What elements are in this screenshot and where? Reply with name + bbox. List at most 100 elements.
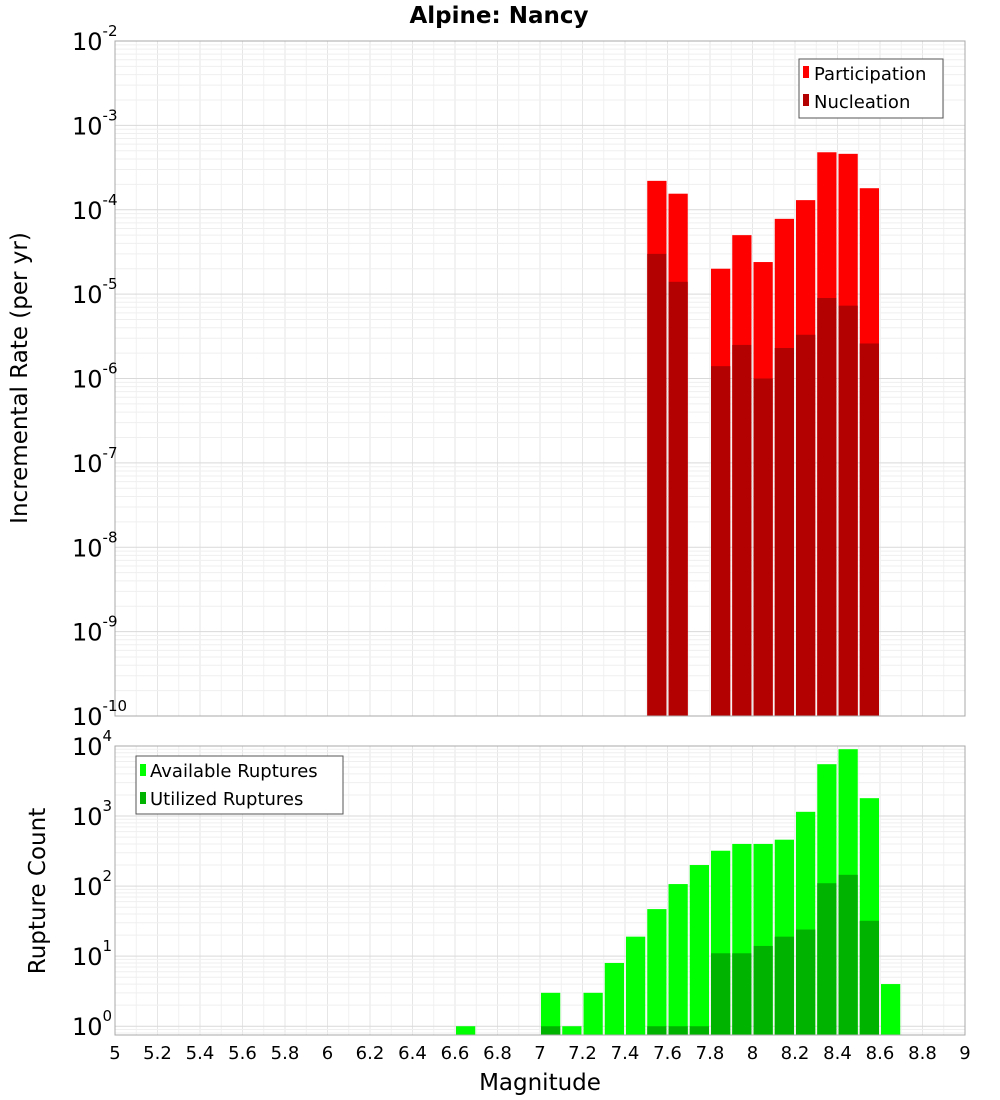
nucleation-bar <box>796 334 816 716</box>
utilized-ruptures-bar <box>689 1026 709 1035</box>
nucleation-bar <box>668 281 688 716</box>
available-ruptures-bar <box>626 936 646 1035</box>
x-tick-label: 7.6 <box>653 1043 682 1064</box>
y-tick-exponent: -6 <box>103 360 118 378</box>
y-tick-exponent: 4 <box>103 727 113 745</box>
nucleation-bar <box>774 347 794 716</box>
utilized-ruptures-bar <box>711 953 731 1035</box>
utilized-ruptures-bar <box>838 874 858 1035</box>
y-tick-label: 10-5 <box>72 275 118 309</box>
available-ruptures-bar <box>881 984 901 1035</box>
x-tick-label: 6.8 <box>483 1043 512 1064</box>
utilized-ruptures-bar <box>774 936 794 1035</box>
rate-plot-frame <box>114 40 966 717</box>
x-tick-label: 7 <box>534 1043 545 1064</box>
y-tick-exponent: -3 <box>103 106 118 124</box>
utilized-legend-swatch <box>140 792 146 804</box>
y-tick-label: 10-3 <box>72 106 118 140</box>
x-tick-label: 8.2 <box>781 1043 810 1064</box>
y-tick-exponent: -4 <box>103 191 118 209</box>
utilized-legend-label: Utilized Ruptures <box>150 789 303 810</box>
utilized-ruptures-bar <box>541 1026 561 1035</box>
utilized-ruptures-bar <box>796 929 816 1035</box>
rate-legend-box <box>798 58 944 119</box>
y-tick-exponent: 2 <box>103 867 113 885</box>
x-tick-label: 7.4 <box>611 1043 640 1064</box>
x-tick-label: 5.6 <box>228 1043 257 1064</box>
rate-y-axis-label: Incremental Rate (per yr) <box>7 232 33 524</box>
participation-legend-label: Participation <box>814 64 926 85</box>
y-tick-label: 10-2 <box>72 22 118 56</box>
rate-plot: 10-10 10-9 10-8 10-7 10-6 10-5 10-4 10-3 10-2 In… <box>7 22 966 731</box>
x-tick-label: 7.2 <box>568 1043 597 1064</box>
nucleation-bar <box>859 343 879 716</box>
available-ruptures-bar <box>668 884 688 1035</box>
y-tick-label: 10-4 <box>72 191 118 225</box>
y-tick-label: 10-9 <box>72 613 118 647</box>
utilized-ruptures-bar <box>817 883 837 1035</box>
rupture-plot-bars <box>456 749 901 1035</box>
utilized-ruptures-bar <box>732 953 752 1035</box>
available-ruptures-bar <box>689 865 709 1035</box>
y-tick-exponent: -9 <box>103 613 118 631</box>
rupture-y-axis-label: Rupture Count <box>25 808 51 974</box>
x-axis-label: Magnitude <box>479 1070 601 1096</box>
rate-plot-grid <box>114 40 966 717</box>
y-tick-label: 10-10 <box>72 697 127 731</box>
utilized-ruptures-bar <box>647 1026 667 1035</box>
available-ruptures-bar <box>541 992 561 1035</box>
utilized-ruptures-bar <box>859 920 879 1035</box>
y-tick-label: 10-8 <box>72 528 118 562</box>
nucleation-bar <box>753 378 773 716</box>
rate-plot-bars <box>647 152 879 717</box>
y-tick-label: 103 <box>72 797 112 831</box>
x-tick-label: 8.4 <box>823 1043 852 1064</box>
y-tick-label: 10-7 <box>72 444 118 478</box>
y-tick-exponent: -8 <box>103 528 118 546</box>
y-tick-exponent: -2 <box>103 22 118 40</box>
y-tick-label: 100 <box>72 1007 112 1041</box>
y-tick-label: 102 <box>72 867 112 901</box>
x-tick-label: 9 <box>959 1043 970 1064</box>
rupture-y-ticks: 100 101 102 103 104 <box>72 727 112 1041</box>
y-tick-label: 101 <box>72 937 112 971</box>
nucleation-bar <box>647 253 667 716</box>
x-tick-label: 8.6 <box>866 1043 895 1064</box>
y-tick-label: 104 <box>72 727 112 761</box>
x-tick-label: 8 <box>747 1043 758 1064</box>
y-tick-exponent: -10 <box>103 697 128 715</box>
rupture-legend-box <box>135 755 344 815</box>
nucleation-bar <box>817 297 837 716</box>
y-tick-exponent: -7 <box>103 444 118 462</box>
y-tick-exponent: -5 <box>103 275 118 293</box>
x-tick-label: 5.4 <box>186 1043 215 1064</box>
available-legend-swatch <box>140 764 146 776</box>
x-tick-label: 8.8 <box>908 1043 937 1064</box>
x-tick-label: 6.2 <box>356 1043 385 1064</box>
y-tick-exponent: 1 <box>103 937 113 955</box>
nucleation-bar <box>711 366 731 716</box>
x-tick-label: 6 <box>322 1043 333 1064</box>
x-ticks: 5 5.2 5.4 5.6 5.8 6 6.2 6.4 6.6 6.8 7 7.2 7.4 7.6 7.8 8… <box>109 1043 970 1064</box>
x-tick-label: 6.6 <box>441 1043 470 1064</box>
nucleation-legend-label: Nucleation <box>814 92 910 113</box>
utilized-ruptures-bar <box>753 945 773 1035</box>
x-tick-label: 5.2 <box>143 1043 172 1064</box>
x-tick-label: 6.4 <box>398 1043 427 1064</box>
x-tick-label: 7.8 <box>696 1043 725 1064</box>
rupture-legend: Available Ruptures Utilized Ruptures <box>135 755 344 815</box>
nucleation-bar <box>732 344 752 716</box>
available-legend-label: Available Ruptures <box>150 761 318 782</box>
available-ruptures-bar <box>583 992 603 1035</box>
rate-legend: Participation Nucleation <box>798 58 944 119</box>
y-tick-label: 10-6 <box>72 360 118 394</box>
rupture-plot-frame <box>114 745 966 1036</box>
chart-title: Alpine: Nancy <box>410 3 589 29</box>
participation-legend-swatch <box>803 66 809 78</box>
available-ruptures-bar <box>604 962 624 1035</box>
nucleation-bar <box>838 305 858 716</box>
available-ruptures-bar <box>456 1026 476 1035</box>
nucleation-legend-swatch <box>803 94 809 106</box>
